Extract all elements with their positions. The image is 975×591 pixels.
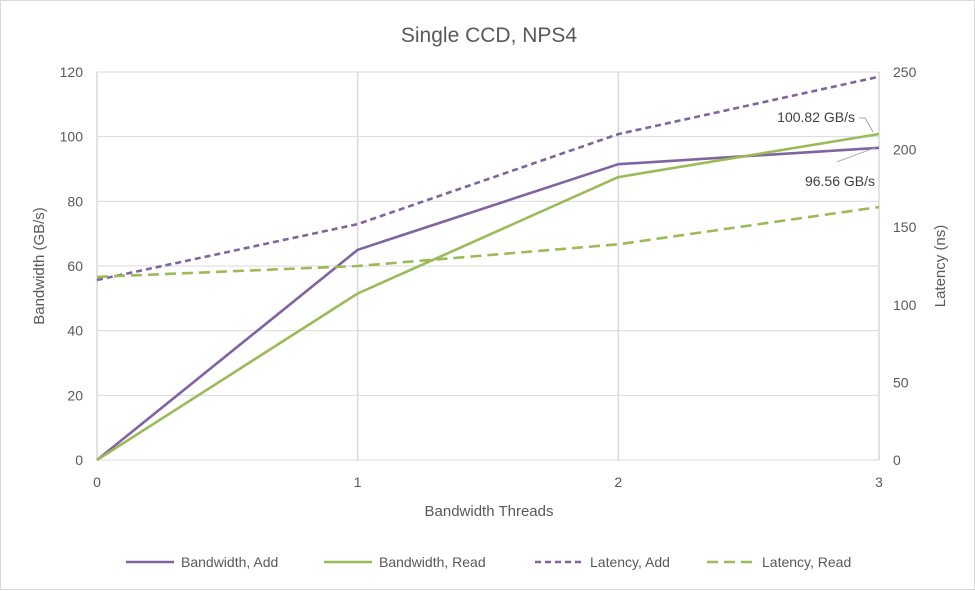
y-tick-label: 120 [60, 64, 84, 80]
series-line-latency-add [96, 75, 880, 282]
annotation-label: 100.82 GB/s [777, 109, 855, 125]
y2-tick-label: 0 [893, 452, 901, 468]
x-tick-label: 1 [354, 474, 362, 490]
annotation-label: 96.56 GB/s [805, 173, 875, 189]
y2-tick-label: 150 [893, 219, 917, 235]
series-line-latency-read [96, 205, 880, 279]
legend: Bandwidth, Add Bandwidth, Read Latency, Ad… [126, 554, 851, 570]
x-tick-label: 3 [875, 474, 883, 490]
chart-title: Single CCD, NPS4 [401, 24, 578, 47]
legend-label: Bandwidth, Add [181, 554, 278, 570]
legend-label: Latency, Add [590, 554, 670, 570]
legend-label: Bandwidth, Read [379, 554, 486, 570]
y2-tick-label: 100 [893, 297, 917, 313]
grid [96, 71, 880, 461]
y-tick-label: 60 [67, 258, 83, 274]
data-annotations: 100.82 GB/s 96.56 GB/s [777, 109, 876, 189]
y2-tick-label: 50 [893, 374, 909, 390]
legend-label: Latency, Read [762, 554, 851, 570]
y-tick-label: 100 [60, 129, 84, 145]
series-lines [96, 75, 880, 462]
series-line-bandwidth-add [96, 146, 880, 462]
x-tick-label: 2 [614, 474, 622, 490]
y2-axis-ticks: 0 50 100 150 200 250 [893, 64, 917, 468]
y2-tick-label: 250 [893, 64, 917, 80]
y-tick-label: 80 [67, 193, 83, 209]
annotation-leader [859, 117, 874, 133]
y-tick-label: 20 [67, 387, 83, 403]
x-tick-label: 0 [93, 474, 101, 490]
y-axis-ticks: 0 20 40 60 80 100 120 [60, 64, 84, 468]
series-line-bandwidth-read [96, 132, 880, 462]
y2-tick-label: 200 [893, 142, 917, 158]
y2-axis-title: Latency (ns) [932, 225, 949, 308]
x-axis-ticks: 0 1 2 3 [93, 474, 883, 490]
y-tick-label: 0 [75, 452, 83, 468]
y-axis-title: Bandwidth (GB/s) [31, 207, 48, 325]
annotation-leader [836, 147, 876, 163]
y-tick-label: 40 [67, 323, 83, 339]
x-axis-title: Bandwidth Threads [425, 503, 554, 520]
